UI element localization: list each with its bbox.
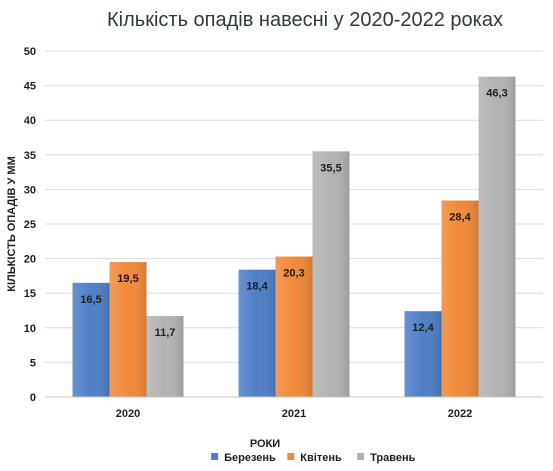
bar-shade <box>275 256 313 397</box>
bar-shade <box>146 316 184 397</box>
y-tick-label: 30 <box>24 184 36 196</box>
y-tick-label: 5 <box>30 357 36 369</box>
bar-shade <box>72 282 110 397</box>
y-tick-label: 15 <box>24 288 36 300</box>
bar-shade <box>404 311 442 397</box>
y-tick-label: 45 <box>24 81 36 93</box>
y-axis-ticks: 0 5 10 15 20 25 30 35 40 45 50 <box>24 46 36 404</box>
data-label: 11,7 <box>155 327 176 339</box>
y-axis-title: КІЛЬКІСТЬ ОПАДІВ У ММ <box>6 156 18 291</box>
x-tick-label: 2021 <box>282 408 306 420</box>
data-label: 18,4 <box>246 281 268 293</box>
y-tick-label: 10 <box>24 323 36 335</box>
data-label: 12,4 <box>412 322 434 334</box>
bar-shade <box>109 262 147 397</box>
y-tick-label: 20 <box>24 254 36 266</box>
y-tick-label: 0 <box>30 392 36 404</box>
bar-shade <box>478 76 516 397</box>
data-label: 16,5 <box>80 294 101 306</box>
chart-title: Кількість опадів навесні у 2020-2022 рок… <box>107 9 503 31</box>
bar-shade <box>312 151 350 397</box>
data-label: 35,5 <box>320 162 341 174</box>
legend-label: Квітень <box>300 452 342 464</box>
bar-shade <box>238 269 276 397</box>
data-label: 28,4 <box>449 211 471 223</box>
x-axis-ticks: 2020 2021 2022 <box>116 408 472 420</box>
legend-label: Березень <box>224 452 276 464</box>
x-axis-title: РОКИ <box>250 438 280 450</box>
y-tick-label: 35 <box>24 150 36 162</box>
x-tick-label: 2022 <box>448 408 472 420</box>
data-label: 19,5 <box>117 273 138 285</box>
x-tick-label: 2020 <box>116 408 140 420</box>
y-tick-label: 40 <box>24 115 36 127</box>
data-label: 20,3 <box>283 268 304 280</box>
legend-swatch <box>211 453 219 460</box>
y-tick-label: 50 <box>24 46 36 58</box>
legend-label: Травень <box>370 452 416 464</box>
legend-swatch <box>287 453 295 460</box>
legend: Березень Квітень Травень <box>211 452 416 464</box>
data-label: 46,3 <box>486 88 507 100</box>
legend-swatch <box>357 453 365 460</box>
bar-shade <box>441 200 479 397</box>
bars <box>72 76 516 397</box>
data-labels: 16,5 19,5 11,7 18,4 20,3 35,5 12,4 28,4 46,3 <box>80 88 507 339</box>
y-tick-label: 25 <box>24 219 36 231</box>
